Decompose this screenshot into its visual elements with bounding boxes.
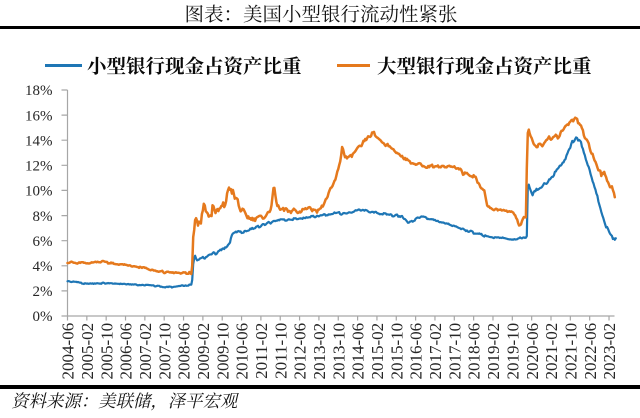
svg-text:2019-02: 2019-02 xyxy=(484,323,503,380)
svg-text:2019-10: 2019-10 xyxy=(503,323,522,380)
svg-text:2%: 2% xyxy=(33,284,53,300)
svg-text:2012-06: 2012-06 xyxy=(291,323,310,380)
svg-text:18%: 18% xyxy=(25,83,53,99)
svg-text:2009-10: 2009-10 xyxy=(213,323,232,380)
svg-text:12%: 12% xyxy=(25,159,53,175)
svg-text:2021-10: 2021-10 xyxy=(561,323,580,380)
svg-text:2023-02: 2023-02 xyxy=(600,323,619,380)
svg-text:2018-06: 2018-06 xyxy=(465,323,484,380)
svg-text:2013-10: 2013-10 xyxy=(329,323,348,380)
svg-text:6%: 6% xyxy=(33,234,53,250)
svg-text:2021-02: 2021-02 xyxy=(542,323,561,380)
svg-text:10%: 10% xyxy=(25,184,53,200)
svg-text:2007-10: 2007-10 xyxy=(155,323,174,380)
svg-text:2009-02: 2009-02 xyxy=(194,323,213,380)
svg-text:2017-10: 2017-10 xyxy=(445,323,464,380)
svg-text:2022-06: 2022-06 xyxy=(581,323,600,380)
svg-text:2013-02: 2013-02 xyxy=(310,323,329,380)
svg-text:2010-06: 2010-06 xyxy=(233,323,252,380)
svg-text:2011-02: 2011-02 xyxy=(252,323,271,379)
svg-text:14%: 14% xyxy=(25,133,53,149)
svg-text:2006-06: 2006-06 xyxy=(117,323,136,380)
svg-text:2004-06: 2004-06 xyxy=(59,323,78,380)
svg-text:2017-02: 2017-02 xyxy=(426,323,445,380)
svg-text:2005-02: 2005-02 xyxy=(78,323,97,380)
svg-text:2005-10: 2005-10 xyxy=(97,323,116,380)
svg-text:2014-06: 2014-06 xyxy=(349,323,368,380)
svg-text:2016-06: 2016-06 xyxy=(407,323,426,380)
svg-text:2015-10: 2015-10 xyxy=(387,323,406,380)
svg-text:8%: 8% xyxy=(33,209,53,225)
svg-text:4%: 4% xyxy=(33,259,53,275)
svg-text:2011-10: 2011-10 xyxy=(271,323,290,379)
svg-text:2007-02: 2007-02 xyxy=(136,323,155,380)
svg-text:2020-06: 2020-06 xyxy=(523,323,542,380)
svg-text:2008-06: 2008-06 xyxy=(175,323,194,380)
svg-text:2015-02: 2015-02 xyxy=(368,323,387,380)
svg-text:0%: 0% xyxy=(33,309,53,325)
svg-text:16%: 16% xyxy=(25,108,53,124)
